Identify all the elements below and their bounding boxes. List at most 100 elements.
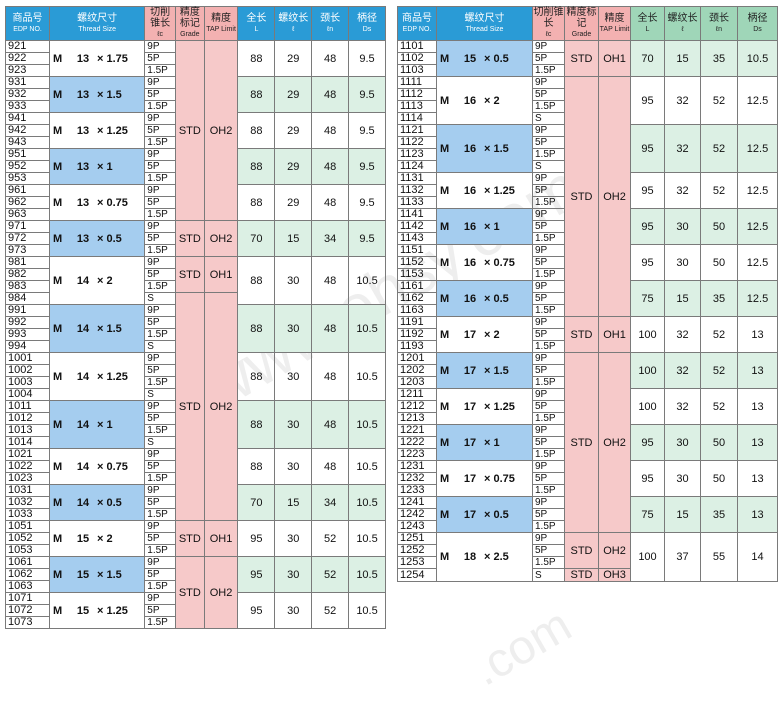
table-row: 1201 M 17 × 1.5 9P STD OH2 100 32 52 13 [397, 352, 778, 533]
thread-diameter: 14 [76, 322, 90, 335]
overall-length: 95 [630, 124, 665, 173]
grade-cell: STD [175, 220, 205, 257]
thread-length: 30 [274, 352, 313, 401]
edp-number: 1001 [4, 352, 51, 365]
chamfer-length: 5P [144, 196, 176, 209]
chamfer-length: 1.5P [532, 484, 565, 497]
chamfer-length: 1.5P [144, 328, 176, 341]
thread-prefix: M [53, 418, 63, 431]
chamfer-length: 1.5P [532, 232, 565, 245]
neck-length: 35 [700, 280, 738, 317]
thread-size: M 16 × 2 [436, 76, 533, 125]
thread-length: 30 [664, 208, 701, 245]
neck-length: 34 [311, 484, 350, 521]
thread-diameter: 15 [76, 532, 90, 545]
table-row: 963 1.5P [4, 208, 386, 221]
shank-diameter: 12.5 [737, 244, 778, 281]
thread-length: 15 [274, 484, 313, 521]
table-row: 1132 5P [397, 184, 778, 197]
grade-cell: STD [175, 556, 205, 629]
table-row: 1131 M 16 × 1.25 9P 95 32 52 12.5 [397, 172, 778, 209]
thread-diameter: 13 [76, 88, 90, 101]
thread-size: M 17 × 1 [436, 424, 533, 461]
edp-number: 1011 [4, 400, 51, 413]
thread-size: M 17 × 0.5 [436, 496, 533, 533]
table-row: 1002 5P [4, 364, 386, 377]
thread-diameter: 15 [76, 568, 90, 581]
edp-number: 921 [4, 40, 51, 53]
neck-length: 48 [311, 148, 350, 185]
edp-number: 1202 [397, 364, 437, 377]
thread-length: 15 [274, 220, 313, 257]
edp-number: 1121 [397, 124, 437, 137]
edp-number: 983 [4, 280, 51, 293]
thread-length: 32 [664, 76, 701, 125]
tap-limit-cell: OH2 [598, 352, 631, 533]
shank-diameter: 10.5 [348, 304, 386, 353]
chamfer-length: 1.5P [144, 100, 176, 113]
thread-diameter: 14 [76, 370, 90, 383]
edp-number: 994 [4, 340, 51, 353]
spec-table-right: 商品号 EDP NO. 螺纹尺寸 Thread Size 切削锥长 ℓc 精度标记 Gr… [397, 6, 778, 582]
thread-diameter: 16 [463, 220, 477, 233]
chamfer-length: 1.5P [144, 616, 176, 629]
chamfer-length: 9P [144, 592, 176, 605]
thread-pitch: × 2 [97, 274, 113, 287]
neck-length: 50 [700, 208, 738, 245]
col-header-thread-length: 螺纹长 ℓ [274, 6, 313, 41]
chamfer-length: S [144, 436, 176, 449]
chamfer-length: 5P [144, 532, 176, 545]
col-header-neck-length: 颈长 ℓn [311, 6, 350, 41]
chamfer-length: 5P [144, 316, 176, 329]
overall-length: 100 [630, 532, 665, 582]
tap-limit-cell: OH1 [598, 40, 631, 77]
thread-size: M 17 × 0.75 [436, 460, 533, 497]
thread-diameter: 17 [463, 436, 477, 449]
thread-prefix: M [440, 551, 450, 563]
thread-diameter: 17 [463, 472, 477, 485]
thread-size: M 13 × 0.5 [49, 220, 146, 257]
thread-prefix: M [53, 322, 63, 335]
table-row: 921 M 13 × 1.75 9P STD OH2 88 29 48 9.5 [4, 40, 386, 221]
thread-prefix: M [440, 142, 450, 155]
chamfer-length: 5P [532, 436, 565, 449]
table-row: 1023 1.5P [4, 472, 386, 485]
thread-diameter: 13 [76, 196, 90, 209]
chamfer-length: S [144, 388, 176, 401]
chamfer-length: 9P [532, 460, 565, 473]
edp-number: 1141 [397, 208, 437, 221]
col-header-grade: 精度标记 Grade [564, 6, 599, 41]
table-row: 1161 M 16 × 0.5 9P 75 15 35 12.5 [397, 280, 778, 317]
col-header-neck-length: 颈长 ℓn [700, 6, 738, 41]
table-header-row: 商品号 EDP NO. 螺纹尺寸 Thread Size 切削锥长 ℓc 精度标记 Gr… [4, 6, 386, 41]
tap-limit-cell: OH3 [598, 568, 631, 582]
chamfer-length: 1.5P [144, 244, 176, 257]
chamfer-length: 1.5P [532, 304, 565, 317]
overall-length: 95 [630, 76, 665, 125]
thread-size: M 17 × 1.25 [436, 388, 533, 425]
chamfer-length: 1.5P [144, 136, 176, 149]
edp-number: 972 [4, 232, 51, 245]
thread-length: 30 [664, 244, 701, 281]
thread-diameter: 14 [76, 418, 90, 431]
edp-number: 1241 [397, 496, 437, 509]
neck-length: 50 [700, 424, 738, 461]
table-row: 1141 M 16 × 1 9P 95 30 50 12.5 [397, 208, 778, 245]
edp-number: 1211 [397, 388, 437, 401]
thread-diameter: 13 [76, 232, 90, 245]
thread-prefix: M [53, 52, 63, 65]
table-row: 1051 M 15 × 2 9P STD OH1 95 30 52 10.5 [4, 520, 386, 557]
thread-prefix: M [440, 328, 450, 341]
overall-length: 75 [630, 496, 665, 533]
chamfer-length: 5P [532, 400, 565, 413]
chamfer-length: 1.5P [144, 544, 176, 557]
neck-length: 52 [700, 316, 738, 353]
table-row: 981 M 14 × 2 9P STD OH1 88 30 48 10.5 [4, 256, 386, 305]
col-header-tap-limit: 精度 TAP Limit [203, 6, 239, 41]
thread-size: M 15 × 1.25 [49, 592, 146, 629]
thread-length: 30 [274, 556, 313, 593]
edp-number: 1133 [397, 196, 437, 209]
thread-size: M 14 × 2 [49, 256, 146, 305]
overall-length: 75 [630, 280, 665, 317]
thread-size: M 16 × 1 [436, 208, 533, 245]
